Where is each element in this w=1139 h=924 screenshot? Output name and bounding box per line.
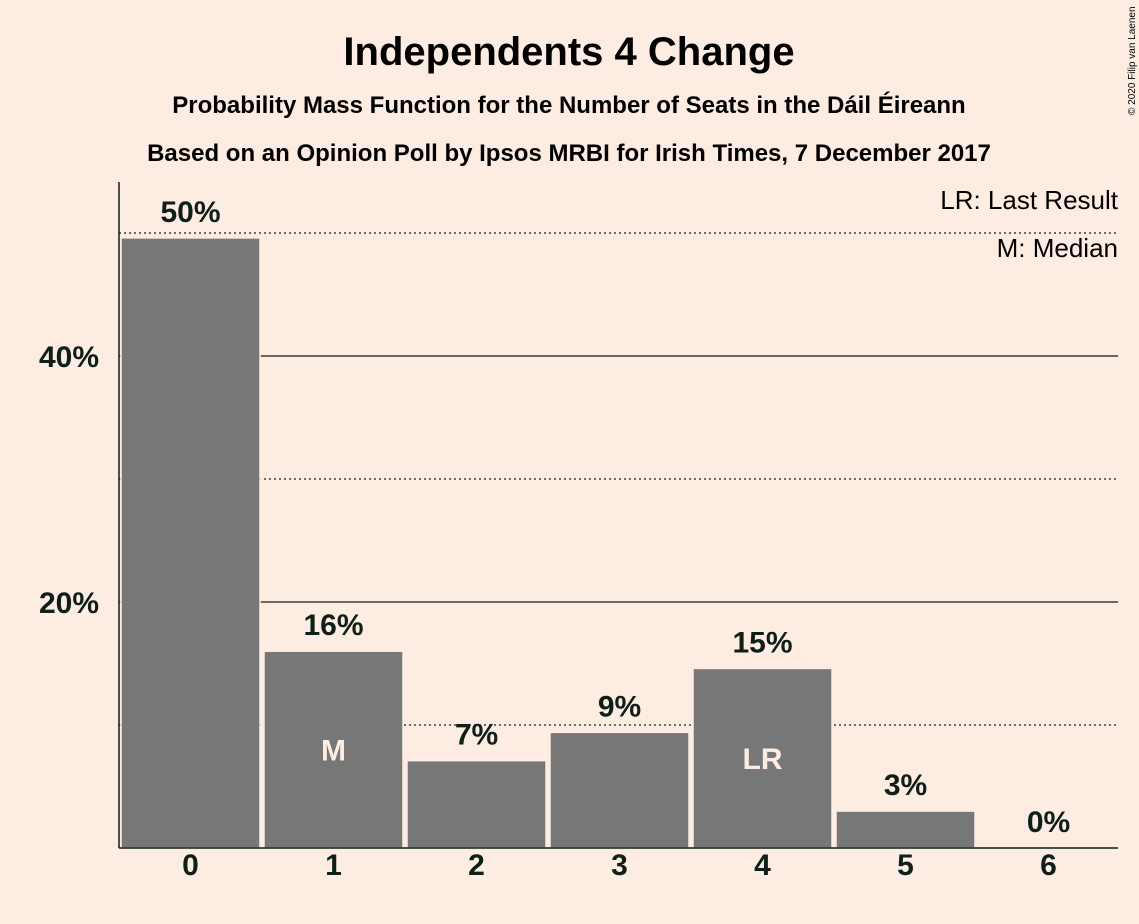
bar-3 [549,731,690,849]
legend-last-result: LR: Last Result [940,185,1119,215]
bar-labels: 50% 16% M 7% 9% 15% LR 3% 0% [160,196,1070,839]
data-label-0: 50% [160,196,220,229]
bar-marker-lr: LR [743,743,783,776]
x-tick-5: 5 [897,849,914,882]
chart-source: Based on an Opinion Poll by Ipsos MRBI f… [147,140,991,167]
legend-median: M: Median [997,233,1118,263]
x-tick-1: 1 [325,849,342,882]
data-label-4: 15% [732,626,792,659]
chart-subtitle: Probability Mass Function for the Number… [172,91,965,119]
y-tick-20: 20% [39,587,99,620]
x-tick-6: 6 [1040,849,1057,882]
data-label-1: 16% [303,609,363,642]
data-label-6: 0% [1027,806,1070,839]
bars [120,237,976,849]
x-tick-2: 2 [468,849,485,882]
bar-0 [120,237,261,849]
chart-title: Independents 4 Change [343,30,794,74]
bar-1 [263,650,404,849]
bar-4 [692,667,833,849]
bar-2 [406,759,547,849]
copyright: © 2020 Filip van Laenen [1127,6,1138,115]
x-axis-ticks: 0 1 2 3 4 5 6 [182,849,1057,882]
x-tick-3: 3 [611,849,628,882]
bar-5 [835,810,976,849]
data-label-2: 7% [455,719,498,752]
bar-marker-m: M [321,735,346,768]
data-label-5: 3% [884,769,927,802]
y-axis-ticks: 20% 40% [39,341,99,620]
x-tick-0: 0 [182,849,199,882]
y-tick-40: 40% [39,341,99,374]
x-tick-4: 4 [754,849,771,882]
data-label-3: 9% [598,690,641,723]
